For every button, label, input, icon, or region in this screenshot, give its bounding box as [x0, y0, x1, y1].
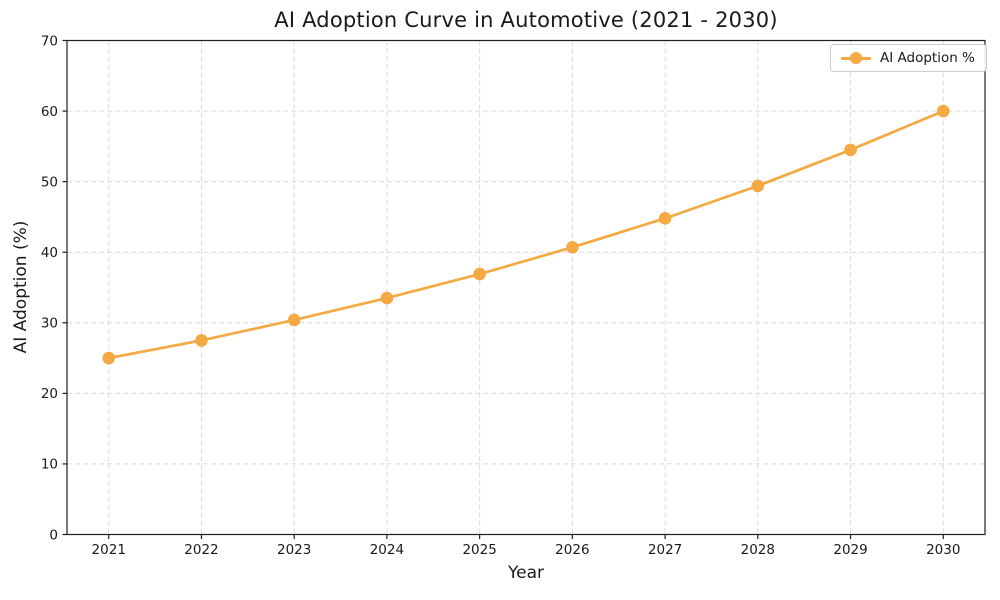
legend-line-marker-icon [841, 51, 871, 65]
y-tick-label: 30 [41, 316, 58, 332]
data-point-marker [566, 240, 579, 254]
data-point-marker [751, 179, 765, 193]
data-point-marker [658, 212, 672, 225]
x-tick-label: 2021 [92, 542, 126, 558]
y-tick-label: 50 [41, 174, 58, 190]
y-tick-label: 10 [41, 457, 58, 473]
x-tick-label: 2027 [648, 542, 682, 558]
y-tick-label: 40 [41, 245, 58, 261]
data-point-marker [473, 267, 486, 281]
x-tick-label: 2025 [462, 542, 496, 558]
y-tick-label: 20 [41, 386, 58, 402]
x-tick-label: 2029 [833, 542, 867, 558]
x-axis-title: Year [508, 563, 544, 583]
y-tick-label: 60 [41, 104, 58, 120]
x-tick-label: 2026 [555, 542, 589, 558]
chart-title: AI Adoption Curve in Automotive (2021 - … [274, 8, 778, 32]
y-tick-label: 0 [49, 527, 58, 543]
data-point-marker [102, 351, 116, 365]
x-tick-label: 2030 [926, 542, 960, 558]
data-point-marker [844, 143, 857, 157]
series-line [107, 109, 945, 360]
x-tick-label: 2024 [370, 542, 404, 558]
legend-label: AI Adoption % [880, 50, 975, 66]
x-tick-label: 2028 [741, 542, 775, 558]
y-axis-title: AI Adoption (%) [11, 220, 31, 354]
y-tick-label: 70 [41, 33, 58, 49]
axes-spines [66, 39, 986, 536]
data-point-marker [936, 104, 950, 118]
x-tick-label: 2023 [277, 542, 311, 558]
x-tick-label: 2022 [184, 542, 218, 558]
data-point-marker [195, 334, 208, 347]
data-point-marker [380, 291, 394, 305]
data-point-marker [287, 313, 301, 327]
legend: AI Adoption % [830, 44, 987, 72]
